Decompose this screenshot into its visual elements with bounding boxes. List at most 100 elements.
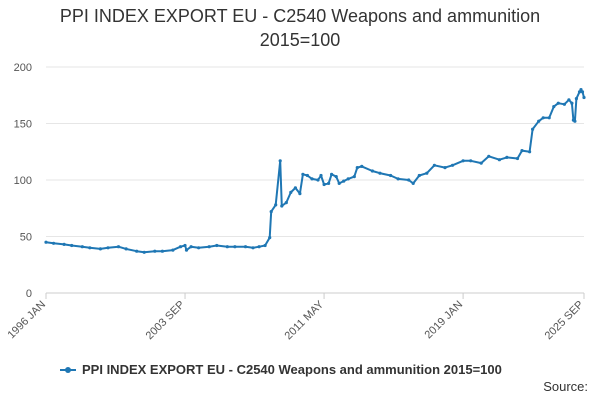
y-tick-label: 100	[14, 175, 32, 187]
data-point	[337, 181, 341, 185]
data-point	[479, 161, 483, 165]
chart-title-line: PPI INDEX EXPORT EU - C2540 Weapons and …	[59, 6, 541, 26]
x-tick-label: 2025 SEP	[543, 299, 587, 343]
data-point	[189, 245, 193, 249]
data-point	[251, 246, 255, 250]
data-point	[505, 155, 509, 159]
data-point	[425, 171, 429, 175]
data-point	[243, 245, 248, 249]
data-point	[570, 101, 574, 105]
x-tick-label: 2019 JAN	[423, 299, 466, 342]
data-point	[552, 105, 556, 109]
data-point	[98, 247, 102, 251]
data-point	[520, 149, 524, 153]
x-tick-label: 1996 JAN	[5, 299, 48, 342]
data-point	[443, 166, 447, 170]
data-point	[528, 150, 532, 154]
data-point	[142, 250, 146, 254]
data-point	[62, 242, 66, 246]
data-point	[80, 245, 84, 249]
legend-swatch-marker	[65, 367, 71, 373]
y-tick-label: 50	[20, 232, 32, 244]
series-line	[45, 88, 585, 254]
data-point	[310, 177, 314, 181]
data-point	[197, 246, 201, 250]
data-point	[225, 245, 229, 249]
y-tick-label: 200	[14, 62, 32, 74]
data-point	[330, 172, 334, 176]
data-point	[461, 159, 465, 163]
source-label: Source:	[543, 379, 588, 394]
data-point	[352, 175, 356, 179]
x-tick-label: 2003 SEP	[144, 299, 188, 343]
data-point	[293, 186, 297, 190]
data-point	[346, 177, 350, 181]
data-point	[319, 173, 323, 178]
data-point	[582, 95, 586, 100]
chart-title: PPI INDEX EXPORT EU - C2540 Weapons and …	[0, 4, 600, 52]
data-point	[556, 101, 560, 105]
data-point	[207, 245, 211, 249]
data-point	[574, 97, 579, 101]
data-point	[215, 243, 219, 248]
data-point	[531, 127, 535, 131]
data-point	[183, 243, 187, 248]
data-point	[562, 102, 567, 106]
data-point	[178, 245, 183, 249]
data-point	[124, 247, 128, 251]
data-point	[360, 164, 364, 168]
data-point	[407, 178, 411, 182]
chart-subtitle-line: 2015=100	[259, 30, 341, 50]
legend-label: PPI INDEX EXPORT EU - C2540 Weapons and …	[82, 362, 502, 377]
data-point	[334, 175, 338, 179]
data-point	[52, 241, 56, 245]
data-point	[537, 119, 541, 123]
data-point	[263, 243, 267, 248]
data-point	[573, 119, 577, 123]
data-point	[289, 190, 293, 194]
data-point	[44, 240, 48, 244]
data-point	[278, 159, 282, 163]
y-tick-label: 0	[26, 288, 32, 300]
data-point	[432, 163, 436, 167]
data-point	[396, 177, 400, 181]
data-point	[153, 249, 157, 253]
data-point	[450, 163, 455, 167]
data-point	[106, 246, 110, 250]
data-point	[257, 245, 261, 249]
data-point	[233, 245, 237, 249]
data-point	[316, 178, 320, 182]
data-point	[515, 156, 520, 161]
data-point	[487, 154, 491, 158]
data-point	[274, 203, 278, 207]
data-point	[88, 246, 92, 250]
x-tick-label: 2011 MAY	[283, 298, 327, 342]
data-point	[70, 243, 74, 248]
data-point	[469, 159, 473, 163]
data-point	[268, 236, 272, 240]
data-point	[160, 249, 164, 253]
data-point	[497, 158, 501, 162]
data-point	[284, 201, 288, 205]
data-point	[184, 248, 189, 252]
data-point	[342, 179, 346, 183]
data-point	[322, 182, 326, 187]
data-point	[567, 98, 571, 102]
data-point	[577, 90, 582, 94]
y-tick-label: 150	[14, 119, 32, 131]
data-point	[301, 172, 305, 176]
data-point	[327, 181, 331, 185]
data-point	[269, 210, 273, 214]
data-point	[116, 245, 121, 249]
data-point	[280, 204, 284, 208]
data-point	[135, 249, 139, 253]
data-point	[579, 88, 583, 92]
data-point	[370, 169, 374, 173]
data-point	[580, 90, 585, 94]
data-point	[305, 173, 309, 178]
data-point	[389, 173, 393, 178]
data-point	[355, 166, 359, 170]
data-point	[417, 173, 421, 178]
